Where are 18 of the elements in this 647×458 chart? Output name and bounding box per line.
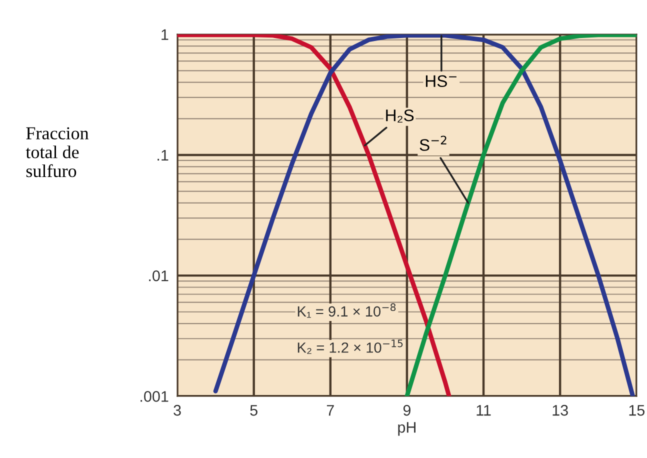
y-axis-title: Fraccion total de sulfuro (26, 127, 89, 178)
x-tick-label: 11 (476, 405, 491, 416)
annotation: S$^{−2}$ (420, 136, 446, 151)
x-tick-label: 5 (250, 405, 258, 416)
annotation: K₁ = 9.1 × 10$^{−8}$ (298, 303, 396, 318)
annotation: K₂ = 1.2 × 10$^{−15}$ (298, 340, 403, 354)
x-tick-label: 13 (552, 404, 568, 416)
y-tick-label: .001 (140, 391, 168, 402)
y-tick-label: .01 (149, 270, 168, 282)
x-axis-title: pH (398, 422, 416, 436)
x-tick-label: 9 (403, 404, 410, 416)
x-tick-label: 15 (629, 405, 645, 416)
annotation: HS$^{−}$ (426, 75, 456, 88)
x-tick-label: 7 (326, 405, 334, 416)
annotation: H₂S (386, 109, 414, 123)
x-tick-label: 3 (174, 404, 181, 416)
y-tick-label: .1 (158, 150, 168, 160)
y-tick-label: 1 (162, 29, 168, 40)
